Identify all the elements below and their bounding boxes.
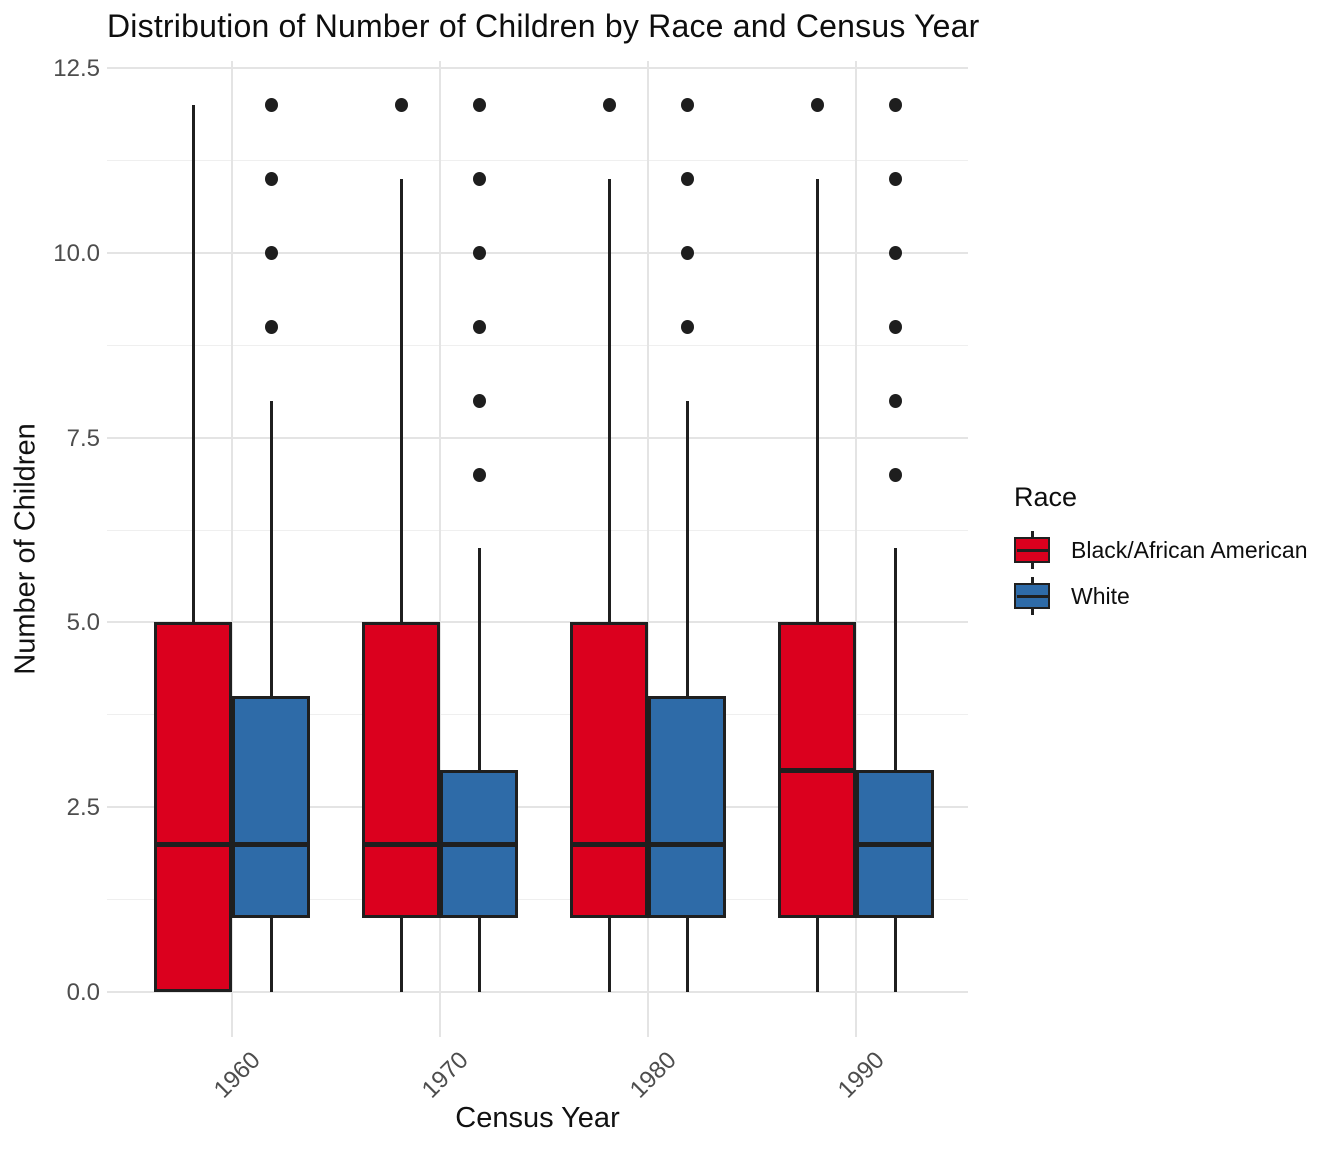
gridline-major bbox=[107, 806, 968, 809]
legend-items: Black/African American White bbox=[1014, 527, 1307, 619]
box-black-african-american-1970 bbox=[362, 622, 440, 919]
legend-item: White bbox=[1014, 573, 1307, 619]
median-black-african-american-1970 bbox=[362, 841, 440, 847]
legend-item-label: White bbox=[1071, 582, 1130, 609]
legend-title: Race bbox=[1014, 482, 1078, 512]
outlier-dot-white-1960 bbox=[264, 245, 278, 260]
whisker-upper-white-1970 bbox=[477, 548, 481, 771]
gridline-vertical bbox=[855, 61, 857, 1037]
boxplot-key-icon bbox=[1014, 575, 1050, 617]
gridline-minor bbox=[107, 344, 968, 346]
y-tick-label: 2.5 bbox=[66, 794, 100, 822]
median-white-1980 bbox=[648, 841, 726, 847]
outlier-dot-white-1990 bbox=[888, 97, 902, 112]
median-black-african-american-1960 bbox=[154, 841, 232, 847]
outlier-dot-white-1970 bbox=[472, 171, 486, 186]
outlier-dot-white-1980 bbox=[680, 171, 694, 186]
outlier-dot-white-1980 bbox=[680, 97, 694, 112]
median-white-1990 bbox=[856, 841, 934, 847]
box-white-1960 bbox=[232, 696, 310, 919]
gridline-minor bbox=[107, 529, 968, 531]
y-tick-label: 10.0 bbox=[53, 239, 100, 267]
gridline-major bbox=[107, 991, 968, 993]
median-white-1970 bbox=[440, 841, 518, 847]
whisker-upper-white-1980 bbox=[685, 400, 689, 697]
outlier-dot-white-1960 bbox=[264, 319, 278, 334]
median-white-1960 bbox=[232, 841, 310, 847]
whisker-lower-white-1980 bbox=[685, 918, 689, 992]
outlier-dot-white-1970 bbox=[472, 393, 486, 408]
outlier-dot-white-1970 bbox=[472, 467, 486, 482]
whisker-upper-black-african-american-1960 bbox=[191, 104, 195, 623]
outlier-dot-white-1990 bbox=[888, 467, 902, 482]
whisker-upper-black-african-american-1970 bbox=[399, 178, 403, 623]
y-tick-label: 12.5 bbox=[53, 55, 100, 82]
outlier-dot-white-1980 bbox=[680, 319, 694, 334]
boxplot-key-icon bbox=[1014, 529, 1050, 571]
gridline-major bbox=[107, 67, 968, 69]
whisker-lower-black-african-american-1980 bbox=[607, 918, 611, 992]
outlier-dot-white-1960 bbox=[264, 97, 278, 112]
gridline-vertical bbox=[647, 61, 649, 1037]
outlier-dot-white-1990 bbox=[888, 171, 902, 186]
outlier-dot-white-1990 bbox=[888, 393, 902, 408]
outlier-dot-white-1970 bbox=[472, 245, 486, 260]
outlier-dot-white-1970 bbox=[472, 97, 486, 112]
gridline-major bbox=[107, 621, 968, 624]
box-black-african-american-1980 bbox=[570, 622, 648, 919]
whisker-lower-white-1970 bbox=[477, 918, 481, 992]
outlier-dot-black-african-american-1980 bbox=[602, 97, 616, 112]
y-tick-label: 5.0 bbox=[66, 609, 100, 637]
whisker-lower-black-african-american-1970 bbox=[399, 918, 403, 992]
median-black-african-american-1980 bbox=[570, 841, 648, 847]
gridline-minor bbox=[107, 899, 968, 901]
gridline-vertical bbox=[439, 61, 441, 1037]
legend-item: Black/African American bbox=[1014, 527, 1307, 573]
outlier-dot-black-african-american-1970 bbox=[394, 97, 408, 112]
outlier-dot-white-1980 bbox=[680, 245, 694, 260]
outlier-dot-white-1960 bbox=[264, 171, 278, 186]
box-white-1980 bbox=[648, 696, 726, 919]
outlier-dot-white-1970 bbox=[472, 319, 486, 334]
legend-item-label: Black/African American bbox=[1071, 536, 1308, 563]
median-black-african-american-1990 bbox=[778, 767, 856, 773]
whisker-lower-white-1990 bbox=[893, 918, 897, 992]
outlier-dot-black-african-american-1990 bbox=[810, 97, 824, 112]
whisker-upper-black-african-american-1990 bbox=[815, 178, 819, 623]
gridline-major bbox=[107, 251, 968, 254]
gridline-minor bbox=[107, 159, 968, 161]
gridline-major bbox=[107, 436, 968, 439]
gridline-vertical bbox=[231, 61, 233, 1037]
box-black-african-american-1960 bbox=[154, 622, 232, 992]
gridline-minor bbox=[107, 714, 968, 716]
whisker-lower-black-african-american-1990 bbox=[815, 918, 819, 992]
whisker-upper-white-1990 bbox=[893, 548, 897, 771]
legend: Race Black/African American White bbox=[1014, 482, 1307, 619]
outlier-dot-white-1990 bbox=[888, 245, 902, 260]
whisker-upper-white-1960 bbox=[269, 400, 273, 697]
x-axis-title: Census Year bbox=[455, 1102, 620, 1134]
whisker-lower-white-1960 bbox=[269, 918, 273, 992]
y-tick-label: 0.0 bbox=[66, 979, 100, 1006]
whisker-upper-black-african-american-1980 bbox=[607, 178, 611, 623]
chart-title: Distribution of Number of Children by Ra… bbox=[107, 8, 980, 44]
outlier-dot-white-1990 bbox=[888, 319, 902, 334]
y-tick-label: 7.5 bbox=[66, 424, 100, 452]
